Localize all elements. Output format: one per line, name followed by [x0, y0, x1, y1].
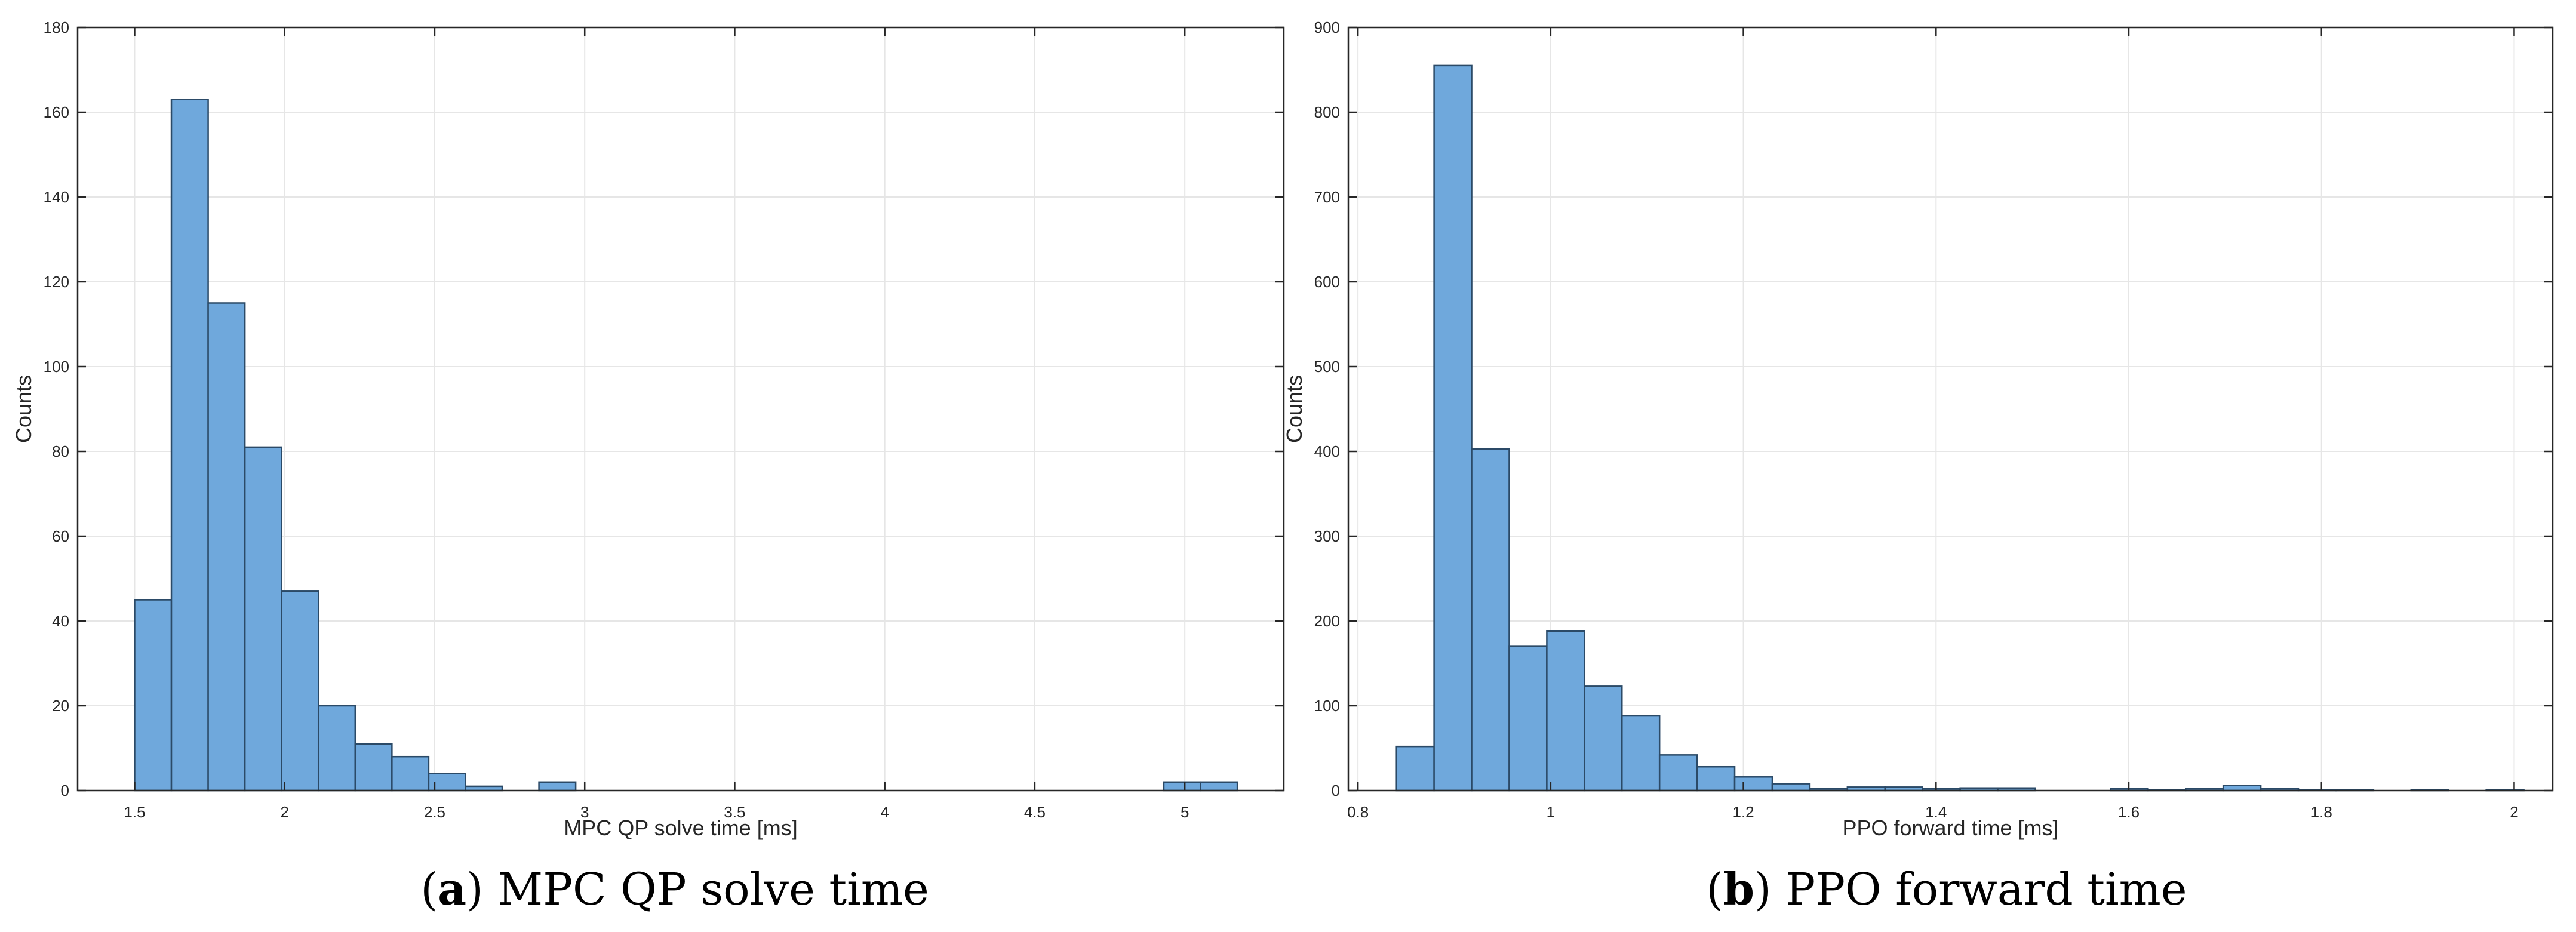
histogram-bar — [1395, 745, 1435, 792]
y-tick-label: 120 — [44, 273, 69, 291]
y-tick-label: 200 — [1314, 612, 1340, 630]
histogram-bar — [1658, 754, 1698, 792]
histogram-bar — [1733, 776, 1773, 792]
x-tick-label: 0.8 — [1347, 803, 1369, 821]
histogram-bar — [207, 302, 246, 792]
y-tick-label: 100 — [44, 358, 69, 376]
x-tick-label: 1.6 — [2118, 803, 2140, 821]
axes-box — [76, 26, 1285, 792]
y-tick-label: 140 — [44, 188, 69, 206]
histogram-bar — [1696, 765, 1736, 792]
histogram-bar — [1621, 715, 1661, 792]
histogram-bar — [1471, 448, 1510, 792]
histogram-bar — [317, 705, 356, 792]
histogram-bar — [1508, 645, 1548, 792]
histogram-bar — [1584, 685, 1623, 792]
x-tick-label: 2 — [280, 803, 288, 821]
y-tick-label: 0 — [61, 782, 69, 799]
y-tick-label: 60 — [52, 527, 69, 545]
y-tick-label: 700 — [1314, 188, 1340, 206]
x-tick-label: 1.4 — [1925, 803, 1947, 821]
y-tick-label: 500 — [1314, 358, 1340, 376]
caption-b: (b) PPO forward time — [1706, 864, 2187, 915]
x-tick-label: 4.5 — [1024, 803, 1046, 821]
histogram-bar — [244, 446, 282, 792]
y-tick-label: 40 — [52, 612, 69, 630]
histogram-bar — [354, 743, 393, 792]
x-tick-label: 3.5 — [724, 803, 745, 821]
histogram-panel-b: 0.8 1 1.2 1.4 1.6 1.8 2 0 100 200 300 400 500 600 700 8… — [1282, 19, 2554, 840]
histogram-bar — [1433, 64, 1473, 792]
histogram-bar — [2222, 785, 2262, 792]
y-tick-label: 0 — [1332, 782, 1340, 799]
histogram-bar — [170, 99, 209, 792]
y-axis-label: Counts — [1282, 375, 1307, 443]
x-tick-label: 4 — [880, 803, 889, 821]
histogram-bar — [1771, 783, 1811, 792]
y-tick-label: 80 — [52, 442, 69, 460]
histogram-bar — [1546, 630, 1585, 792]
histogram-bar — [1163, 781, 1201, 792]
y-tick-label: 400 — [1314, 442, 1340, 460]
x-tick-label: 1.8 — [2311, 803, 2332, 821]
y-tick-label: 800 — [1314, 103, 1340, 121]
histogram-bar — [391, 755, 430, 792]
x-tick-label: 1.5 — [124, 803, 145, 821]
caption-a: (a) MPC QP solve time — [420, 864, 929, 915]
x-tick-label: 2 — [2510, 803, 2518, 821]
y-tick-label: 900 — [1314, 19, 1340, 36]
y-axis-label: Counts — [11, 375, 36, 443]
x-tick-label: 2.5 — [424, 803, 445, 821]
x-tick-label: 3 — [580, 803, 589, 821]
x-tick-label: 1 — [1547, 803, 1555, 821]
histogram-bar — [1200, 781, 1238, 792]
y-tick-label: 160 — [44, 103, 69, 121]
histogram-bar — [538, 781, 577, 792]
y-tick-label: 300 — [1314, 527, 1340, 545]
histogram-panel-a: 1.5 2 2.5 3 3.5 4 4.5 5 0 20 40 60 80 100 120 140 160 180… — [11, 19, 1285, 840]
y-tick-label: 20 — [52, 697, 69, 715]
x-tick-label: 1.2 — [1732, 803, 1754, 821]
axes-box — [1347, 26, 2554, 792]
y-tick-label: 180 — [44, 19, 69, 36]
x-axis-label: MPC QP solve time [ms] — [564, 816, 797, 840]
y-tick-label: 600 — [1314, 273, 1340, 291]
x-tick-label: 5 — [1181, 803, 1189, 821]
histogram-bar — [134, 599, 173, 792]
x-axis-label: PPO forward time [ms] — [1842, 816, 2058, 840]
histogram-bar — [281, 590, 319, 792]
y-tick-label: 100 — [1314, 697, 1340, 715]
